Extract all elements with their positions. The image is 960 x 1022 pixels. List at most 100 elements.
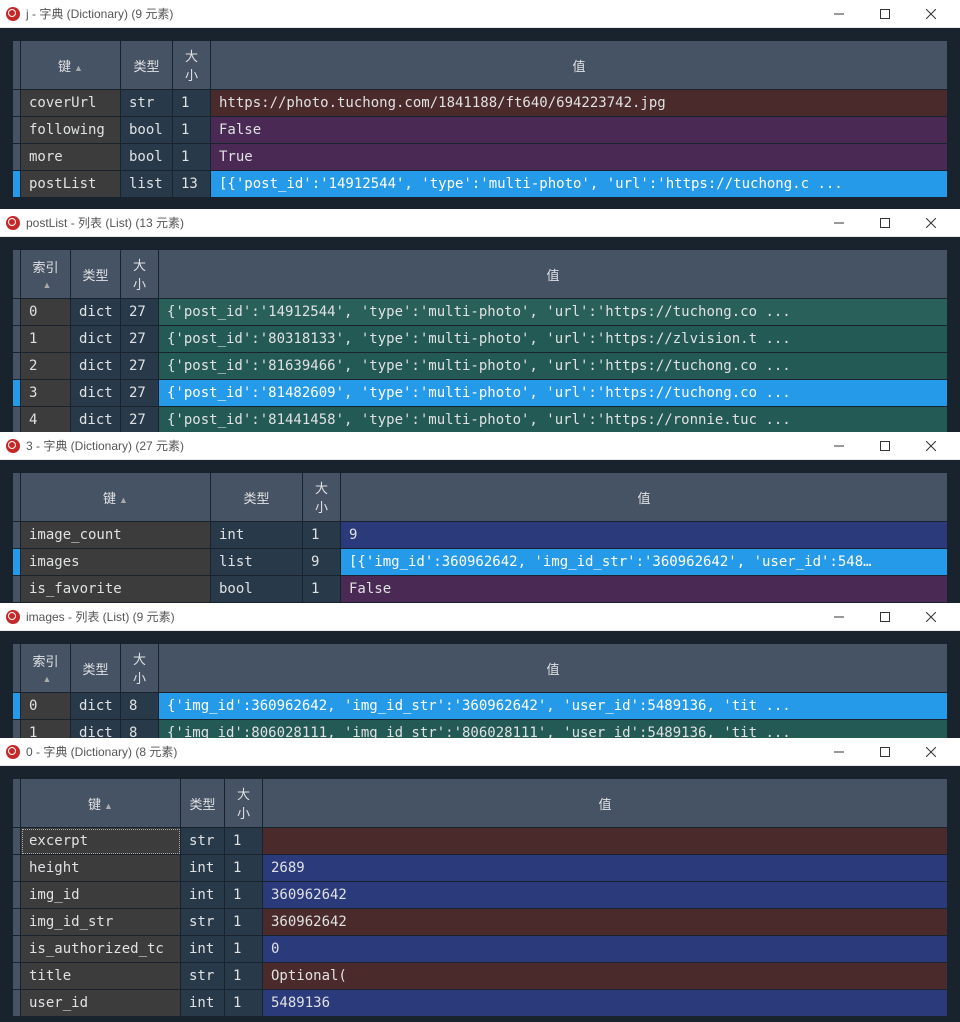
table-row[interactable]: imageslist9[{'img_id':360962642, 'img_id… bbox=[13, 549, 948, 576]
minimize-button[interactable] bbox=[816, 603, 862, 631]
close-button[interactable] bbox=[908, 738, 954, 766]
value-cell[interactable] bbox=[263, 828, 948, 855]
table-row[interactable]: 2dict27{'post_id':'81639466', 'type':'mu… bbox=[13, 353, 948, 380]
close-button[interactable] bbox=[908, 603, 954, 631]
table-row[interactable]: 1dict8{'img_id':806028111, 'img_id_str':… bbox=[13, 720, 948, 739]
col-size[interactable]: 大小 bbox=[225, 779, 263, 828]
minimize-button[interactable] bbox=[816, 0, 862, 28]
maximize-button[interactable] bbox=[862, 603, 908, 631]
value-cell[interactable]: 0 bbox=[263, 936, 948, 963]
maximize-button[interactable] bbox=[862, 432, 908, 460]
key-cell[interactable]: images bbox=[21, 549, 211, 576]
value-cell[interactable]: [{'post_id':'14912544', 'type':'multi-ph… bbox=[211, 171, 948, 198]
col-type[interactable]: 类型 bbox=[71, 250, 121, 299]
key-cell[interactable]: more bbox=[21, 144, 121, 171]
value-cell[interactable]: 360962642 bbox=[263, 882, 948, 909]
value-cell[interactable]: 5489136 bbox=[263, 990, 948, 1017]
key-cell[interactable]: title bbox=[21, 963, 181, 990]
value-cell[interactable]: https://photo.tuchong.com/1841188/ft640/… bbox=[211, 90, 948, 117]
value-cell[interactable]: {'post_id':'80318133', 'type':'multi-pho… bbox=[159, 326, 948, 353]
col-size[interactable]: 大小 bbox=[173, 41, 211, 90]
col-value[interactable]: 值 bbox=[341, 473, 948, 522]
key-cell[interactable]: height bbox=[21, 855, 181, 882]
table-row[interactable]: 0dict8{'img_id':360962642, 'img_id_str':… bbox=[13, 693, 948, 720]
value-cell[interactable]: False bbox=[341, 576, 948, 603]
table-row[interactable]: titlestr1Optional( bbox=[13, 963, 948, 990]
value-cell[interactable]: False bbox=[211, 117, 948, 144]
key-cell[interactable]: image_count bbox=[21, 522, 211, 549]
key-cell[interactable]: 0 bbox=[21, 693, 71, 720]
table-row[interactable]: heightint12689 bbox=[13, 855, 948, 882]
table-row[interactable]: excerptstr1 bbox=[13, 828, 948, 855]
value-cell[interactable]: {'post_id':'81441458', 'type':'multi-pho… bbox=[159, 407, 948, 433]
col-type[interactable]: 类型 bbox=[181, 779, 225, 828]
table-row[interactable]: is_favoritebool1False bbox=[13, 576, 948, 603]
key-cell[interactable]: img_id bbox=[21, 882, 181, 909]
value-cell[interactable]: {'post_id':'81639466', 'type':'multi-pho… bbox=[159, 353, 948, 380]
close-button[interactable] bbox=[908, 0, 954, 28]
value-cell[interactable]: {'img_id':360962642, 'img_id_str':'36096… bbox=[159, 693, 948, 720]
key-cell[interactable]: is_authorized_tc bbox=[21, 936, 181, 963]
key-cell[interactable]: img_id_str bbox=[21, 909, 181, 936]
close-button[interactable] bbox=[908, 209, 954, 237]
window-title: postList - 列表 (List) (13 元素) bbox=[26, 214, 184, 231]
maximize-button[interactable] bbox=[862, 738, 908, 766]
col-value[interactable]: 值 bbox=[211, 41, 948, 90]
col-type[interactable]: 类型 bbox=[121, 41, 173, 90]
table-row[interactable]: morebool1True bbox=[13, 144, 948, 171]
table-row[interactable]: followingbool1False bbox=[13, 117, 948, 144]
key-cell[interactable]: postList bbox=[21, 171, 121, 198]
key-cell[interactable]: 1 bbox=[21, 326, 71, 353]
col-value[interactable]: 值 bbox=[159, 250, 948, 299]
col-key[interactable]: 键▲ bbox=[21, 779, 181, 828]
table-row[interactable]: img_id_strstr1360962642 bbox=[13, 909, 948, 936]
minimize-button[interactable] bbox=[816, 432, 862, 460]
key-cell[interactable]: is_favorite bbox=[21, 576, 211, 603]
table-row[interactable]: 1dict27{'post_id':'80318133', 'type':'mu… bbox=[13, 326, 948, 353]
value-cell[interactable]: {'post_id':'81482609', 'type':'multi-pho… bbox=[159, 380, 948, 407]
col-key[interactable]: 索引▲ bbox=[21, 644, 71, 693]
col-value[interactable]: 值 bbox=[263, 779, 948, 828]
value-cell[interactable]: 9 bbox=[341, 522, 948, 549]
table-row[interactable]: is_authorized_tcint10 bbox=[13, 936, 948, 963]
key-cell[interactable]: following bbox=[21, 117, 121, 144]
col-key[interactable]: 索引▲ bbox=[21, 250, 71, 299]
value-cell[interactable]: [{'img_id':360962642, 'img_id_str':'3609… bbox=[341, 549, 948, 576]
table-row[interactable]: img_idint1360962642 bbox=[13, 882, 948, 909]
col-value[interactable]: 值 bbox=[159, 644, 948, 693]
value-cell[interactable]: {'img_id':806028111, 'img_id_str':'80602… bbox=[159, 720, 948, 739]
key-cell[interactable]: 0 bbox=[21, 299, 71, 326]
key-cell[interactable]: user_id bbox=[21, 990, 181, 1017]
value-cell[interactable]: Optional( bbox=[263, 963, 948, 990]
value-cell[interactable]: {'post_id':'14912544', 'type':'multi-pho… bbox=[159, 299, 948, 326]
key-cell[interactable]: coverUrl bbox=[21, 90, 121, 117]
close-button[interactable] bbox=[908, 432, 954, 460]
table-row[interactable]: 0dict27{'post_id':'14912544', 'type':'mu… bbox=[13, 299, 948, 326]
key-cell[interactable]: 4 bbox=[21, 407, 71, 433]
window-title: 3 - 字典 (Dictionary) (27 元素) bbox=[26, 437, 184, 454]
col-size[interactable]: 大小 bbox=[303, 473, 341, 522]
col-key[interactable]: 键▲ bbox=[21, 41, 121, 90]
key-cell[interactable]: 1 bbox=[21, 720, 71, 739]
value-cell[interactable]: 360962642 bbox=[263, 909, 948, 936]
col-size[interactable]: 大小 bbox=[121, 250, 159, 299]
table-row[interactable]: user_idint15489136 bbox=[13, 990, 948, 1017]
table-row[interactable]: image_countint19 bbox=[13, 522, 948, 549]
table-row[interactable]: 3dict27{'post_id':'81482609', 'type':'mu… bbox=[13, 380, 948, 407]
value-cell[interactable]: True bbox=[211, 144, 948, 171]
table-row[interactable]: 4dict27{'post_id':'81441458', 'type':'mu… bbox=[13, 407, 948, 433]
col-size[interactable]: 大小 bbox=[121, 644, 159, 693]
minimize-button[interactable] bbox=[816, 209, 862, 237]
col-type[interactable]: 类型 bbox=[71, 644, 121, 693]
table-row[interactable]: coverUrlstr1https://photo.tuchong.com/18… bbox=[13, 90, 948, 117]
value-cell[interactable]: 2689 bbox=[263, 855, 948, 882]
key-cell[interactable]: 2 bbox=[21, 353, 71, 380]
maximize-button[interactable] bbox=[862, 209, 908, 237]
col-key[interactable]: 键▲ bbox=[21, 473, 211, 522]
maximize-button[interactable] bbox=[862, 0, 908, 28]
key-cell[interactable]: excerpt bbox=[21, 828, 181, 855]
key-cell[interactable]: 3 bbox=[21, 380, 71, 407]
col-type[interactable]: 类型 bbox=[211, 473, 303, 522]
table-row[interactable]: postListlist13[{'post_id':'14912544', 't… bbox=[13, 171, 948, 198]
minimize-button[interactable] bbox=[816, 738, 862, 766]
